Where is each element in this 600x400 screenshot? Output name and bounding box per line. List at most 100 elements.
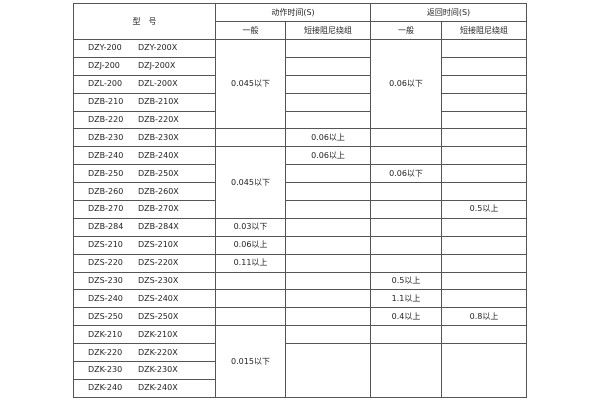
action-short-cell (284, 325, 372, 345)
action-short-cell (284, 164, 372, 184)
model-cell: DZB-220 DZB-220X (73, 110, 216, 130)
return-general-cell: 0.5以上 (370, 271, 443, 291)
model-x-name: DZS-250X (138, 311, 179, 321)
table-row: DZY-200 DZY-200X 0.045以下 0.06以下 (73, 38, 528, 130)
model-cell: DZB-240 DZB-240X (73, 146, 216, 166)
action-short-cell (284, 92, 372, 112)
model-x-name: DZS-220X (138, 258, 179, 268)
table-row: DZB-210 DZB-210X (73, 92, 528, 112)
model-name: DZB-250 (88, 168, 124, 178)
model-name: DZS-240 (88, 293, 123, 303)
model-cell: DZB-250 DZB-250X (73, 164, 216, 184)
model-cell: DZB-284 DZB-284X (73, 217, 216, 237)
action-short-cell (284, 271, 372, 291)
model-cell: DZJ-200 DZJ-200X (73, 56, 216, 76)
return-short-cell (441, 146, 528, 166)
table-row: DZL-200 DZL-200X (73, 74, 528, 94)
return-general-cell: 1.1以上 (370, 289, 443, 309)
return-general-cell (370, 235, 443, 255)
model-name: DZB-270 (88, 204, 124, 214)
model-name: DZL-200 (88, 79, 123, 89)
model-x-name: DZB-220X (138, 115, 179, 124)
action-general-cell (215, 289, 286, 309)
return-general-cell (370, 253, 443, 273)
model-name: DZS-250 (88, 311, 123, 321)
model-cell: DZY-200 DZY-200X (73, 39, 216, 58)
return-general-cell: 0.4以上 (370, 307, 443, 327)
action-short-cell (284, 110, 372, 130)
action-short-cell (284, 217, 372, 237)
model-x-name: DZB-240X (138, 150, 179, 160)
return-short-cell (441, 92, 528, 112)
model-header: 型 号 (73, 3, 216, 40)
return-general-cell (370, 217, 443, 237)
table-row: DZK-240 DZK-240X (73, 378, 527, 398)
model-name: DZB-230 (88, 132, 124, 142)
return-short-cell (441, 271, 528, 291)
model-cell: DZB-230 DZB-230X (73, 128, 216, 148)
return-short-header: 短接阻尼绕组 (441, 21, 528, 40)
return-general-cell (370, 343, 443, 398)
action-short-cell (284, 39, 372, 58)
action-short-cell (284, 235, 372, 255)
return-short-cell (441, 74, 528, 94)
return-short-cell (441, 217, 528, 237)
header-row: 型 号 动作时间(S) 返回时间(S) (73, 3, 528, 40)
action-short-cell: 0.06以上 (284, 128, 372, 148)
action-short-cell (284, 200, 372, 219)
table-row: DZB-270 DZB-270X 0.5以上 (73, 200, 528, 219)
return-short-cell (441, 56, 528, 76)
model-x-name: DZB-250X (138, 168, 179, 178)
action-short-cell (284, 253, 372, 273)
model-name: DZB-284 (88, 222, 124, 232)
model-x-name: DZB-230X (138, 132, 179, 142)
return-general-cell (370, 182, 443, 202)
action-general-cell: 0.015以下 (215, 325, 286, 398)
subheader-row: 一般 短接阻尼绕组 一般 短接阻尼绕组 (74, 21, 528, 40)
model-cell: DZS-240 DZS-240X (73, 289, 216, 309)
table-row: DZB-260 DZB-260X (73, 182, 528, 202)
action-general-cell (215, 307, 286, 327)
model-x-name: DZK-210X (138, 329, 178, 339)
model-x-name: DZL-200X (138, 79, 178, 89)
model-cell: DZK-230 DZK-230X (73, 361, 216, 380)
table-row: DZS-220 DZS-220X 0.11以上 (73, 253, 528, 273)
model-cell: DZS-230 DZS-230X (73, 271, 216, 291)
model-cell: DZK-240 DZK-240X (73, 378, 216, 398)
model-x-name: DZS-230X (138, 276, 179, 286)
return-general-cell (370, 128, 443, 148)
model-x-name: DZB-270X (138, 204, 179, 214)
table-row: DZJ-200 DZJ-200X (73, 56, 528, 76)
action-short-cell: 0.06以上 (284, 146, 372, 166)
action-general-cell: 0.045以下 (215, 38, 286, 130)
action-short-cell (284, 182, 372, 202)
table-row: DZK-210 DZK-210X 0.015以下 (73, 325, 528, 398)
model-name: DZS-230 (88, 276, 123, 286)
model-x-name: DZY-200X (138, 43, 178, 53)
model-cell: DZL-200 DZL-200X (73, 74, 216, 94)
model-x-name: DZS-210X (138, 240, 179, 250)
model-name: DZK-220 (88, 347, 123, 357)
model-x-name: DZK-240X (138, 383, 178, 393)
model-name: DZB-210 (88, 97, 124, 107)
return-general-cell (370, 325, 443, 345)
model-cell: DZB-260 DZB-260X (73, 182, 216, 202)
action-general-cell: 0.06以上 (215, 235, 286, 255)
model-name: DZK-210 (88, 329, 123, 339)
table-row: DZK-220 DZK-220X (73, 343, 528, 398)
model-name: DZS-210 (88, 240, 123, 250)
model-x-name: DZB-260X (138, 186, 179, 196)
action-short-cell (284, 74, 372, 94)
model-cell: DZB-270 DZB-270X (73, 200, 216, 219)
table-row: DZS-210 DZS-210X 0.06以上 (73, 235, 528, 255)
model-x-name: DZK-230X (138, 365, 178, 375)
table-row: DZB-284 DZB-284X 0.03以下 (73, 217, 528, 237)
model-cell: DZS-250 DZS-250X (73, 307, 216, 327)
model-cell: DZB-210 DZB-210X (73, 92, 216, 112)
return-general-header: 一般 (370, 21, 443, 40)
model-x-name: DZJ-200X (138, 61, 176, 71)
return-general-cell (370, 146, 443, 166)
action-short-cell (284, 343, 372, 398)
action-general-cell (215, 271, 286, 291)
table-row: DZS-240 DZS-240X 1.1以上 (73, 289, 528, 309)
